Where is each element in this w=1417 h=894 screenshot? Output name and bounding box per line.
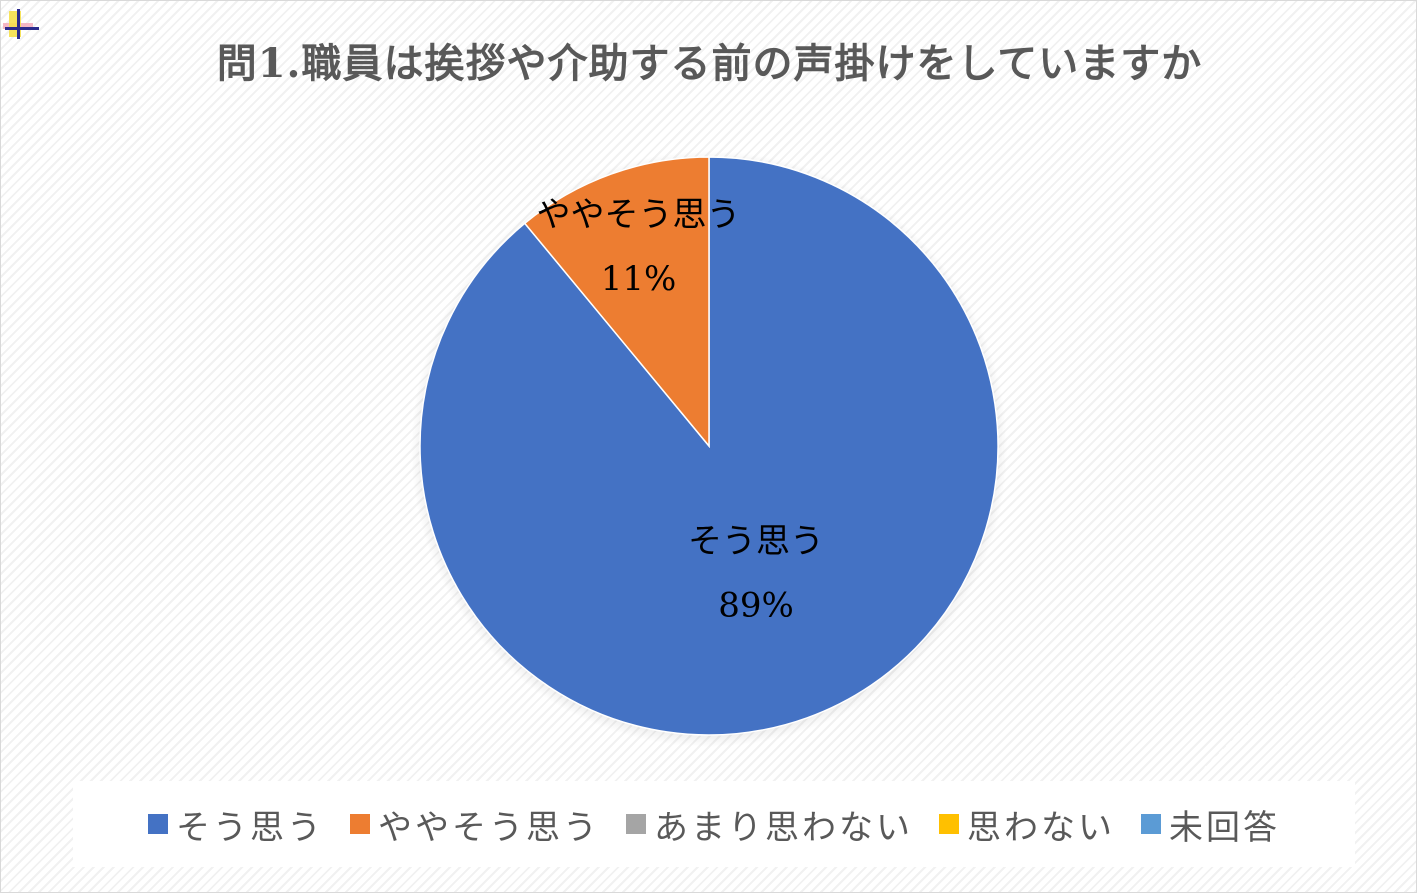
- legend-swatch: [1141, 814, 1161, 834]
- legend-swatch: [939, 814, 959, 834]
- data-label-category: ややそう思う: [537, 195, 741, 235]
- legend-item: 未回答: [1141, 800, 1280, 849]
- selection-handle-icon: [3, 9, 39, 39]
- legend-item: ややそう思う: [350, 800, 600, 849]
- legend-swatch: [626, 814, 646, 834]
- legend-item: あまり思わない: [626, 800, 913, 849]
- legend-swatch: [148, 814, 168, 834]
- data-label-percent: 11%: [601, 259, 677, 299]
- legend-swatch: [350, 814, 370, 834]
- data-label-category: そう思う: [688, 522, 824, 562]
- legend-label: そう思う: [176, 807, 324, 848]
- legend-label: 未回答: [1169, 807, 1280, 848]
- chart-title: 問1.職員は挨拶や介助する前の声掛けをしていますか: [216, 40, 1203, 87]
- data-label-percent: 89%: [718, 586, 794, 626]
- legend-item: そう思う: [148, 800, 324, 849]
- pie-slice: [523, 156, 710, 449]
- legend-label: 思わない: [967, 807, 1115, 848]
- legend-item: 思わない: [939, 800, 1115, 849]
- legend: そう思う ややそう思う あまり思わない 思わない 未回答: [73, 781, 1355, 867]
- legend-label: ややそう思う: [378, 807, 600, 848]
- pie-slice: [419, 156, 999, 736]
- legend-label: あまり思わない: [654, 807, 913, 848]
